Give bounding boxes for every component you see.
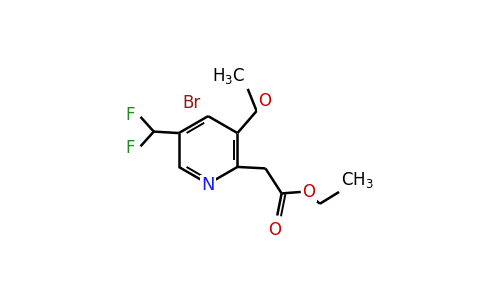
Text: O: O (302, 183, 315, 201)
Text: F: F (126, 139, 135, 157)
Text: O: O (258, 92, 271, 110)
Text: N: N (201, 176, 215, 194)
Text: H$_3$C: H$_3$C (212, 66, 245, 86)
Text: CH$_3$: CH$_3$ (341, 170, 373, 190)
Text: F: F (126, 106, 135, 124)
Text: Br: Br (182, 94, 201, 112)
Text: O: O (268, 221, 281, 239)
